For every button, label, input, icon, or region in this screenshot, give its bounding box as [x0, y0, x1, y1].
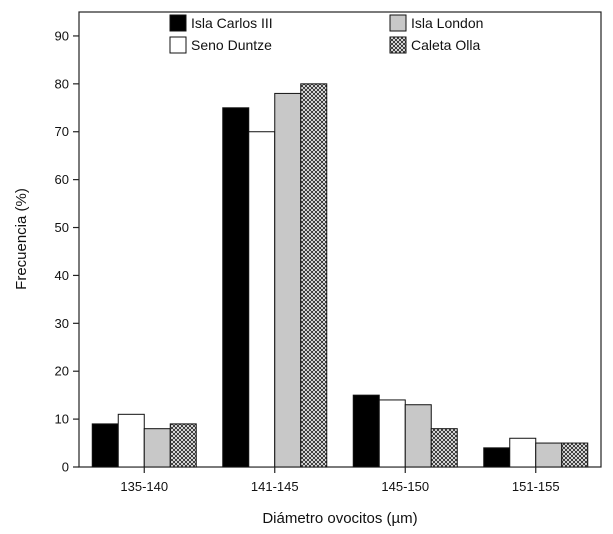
x-tick-label: 141-145 — [251, 479, 299, 494]
legend-swatch — [389, 14, 407, 32]
bars — [91, 83, 589, 468]
legend-label: Isla London — [411, 15, 483, 31]
y-tick-label: 20 — [55, 364, 69, 379]
bar-caleta-olla-135-140 — [169, 423, 197, 468]
bar-isla-carlos-iii-135-140 — [91, 423, 119, 468]
legend-swatch — [169, 36, 187, 54]
legend-swatch — [389, 36, 407, 54]
bar-caleta-olla-141-145 — [300, 83, 328, 468]
y-tick-label: 90 — [55, 28, 69, 43]
bar-seno-duntze-145-150 — [378, 399, 406, 468]
y-tick-label: 80 — [55, 76, 69, 91]
y-tick-label: 10 — [55, 412, 69, 427]
y-tick-label: 70 — [55, 124, 69, 139]
x-tick-label: 135-140 — [120, 479, 168, 494]
bar-isla-carlos-iii-141-145 — [222, 107, 250, 468]
bar-isla-london-135-140 — [143, 428, 171, 468]
y-tick-label: 60 — [55, 172, 69, 187]
bar-seno-duntze-135-140 — [117, 413, 145, 468]
y-axis-title: Frecuencia (%) — [13, 188, 30, 290]
bar-isla-london-141-145 — [274, 92, 302, 468]
y-tick-label: 50 — [55, 220, 69, 235]
bar-seno-duntze-141-145 — [248, 131, 276, 468]
bar-isla-london-151-155 — [535, 442, 563, 468]
bar-seno-duntze-151-155 — [509, 437, 537, 468]
y-tick-label: 40 — [55, 268, 69, 283]
legend-label: Caleta Olla — [411, 37, 480, 53]
x-tick-label: 151-155 — [512, 479, 560, 494]
x-tick-label: 145-150 — [381, 479, 429, 494]
x-axis: 135-140 141-145 145-150 151-155 — [120, 467, 560, 494]
legend-label: Seno Duntze — [191, 37, 272, 53]
plot-frame — [78, 11, 602, 468]
legend-label: Isla Carlos III — [191, 15, 273, 31]
legend-swatch — [169, 14, 187, 32]
x-axis-title: Diámetro ovocitos (µm) — [262, 510, 417, 527]
bar-caleta-olla-145-150 — [430, 428, 458, 468]
bar-isla-london-145-150 — [404, 404, 432, 468]
bar-caleta-olla-151-155 — [561, 442, 589, 468]
y-axis: 0 10 20 30 40 50 60 70 80 90 — [55, 28, 79, 475]
bar-isla-carlos-iii-145-150 — [352, 394, 380, 468]
bar-isla-carlos-iii-151-155 — [483, 447, 511, 468]
y-tick-label: 30 — [55, 316, 69, 331]
legend: Isla Carlos III Seno Duntze Isla London Cal… — [169, 14, 483, 54]
y-tick-label: 0 — [62, 460, 69, 475]
